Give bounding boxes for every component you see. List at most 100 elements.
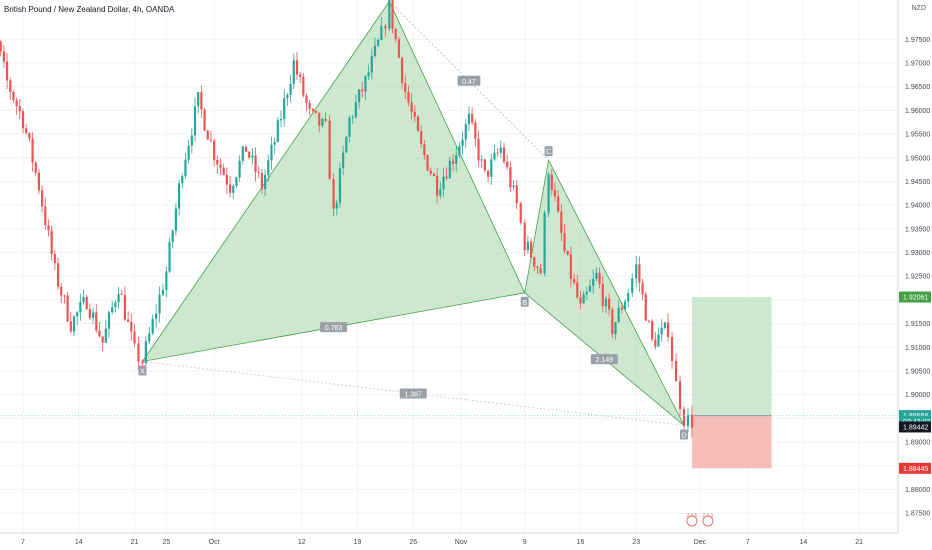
candle-body	[614, 322, 617, 335]
price-tick-label: 1.91500	[905, 321, 930, 328]
candle-body	[682, 409, 686, 427]
time-tick-label: 21	[131, 539, 139, 546]
candle-body	[357, 89, 361, 103]
candle-body	[631, 278, 634, 293]
candle-body	[187, 145, 190, 160]
candle-body	[467, 113, 471, 125]
candle-body	[496, 152, 499, 154]
candle-body	[31, 138, 34, 163]
candle-body	[235, 177, 238, 186]
candle-body	[432, 173, 436, 176]
price-tick-label: 1.94500	[905, 179, 930, 186]
candle-body	[225, 174, 228, 185]
candle-body	[536, 266, 539, 269]
ratio-tag	[457, 75, 481, 86]
stop-zone	[691, 415, 772, 469]
candle-body	[490, 159, 493, 177]
candle-body	[241, 146, 244, 161]
candle-body	[515, 185, 518, 204]
candle-body	[123, 294, 127, 320]
candle-body	[351, 117, 354, 118]
candle-body	[451, 160, 455, 164]
candle-body	[133, 331, 136, 344]
price-label: 1.88445	[903, 466, 928, 473]
candle-body	[582, 294, 585, 304]
price-axis-bg	[898, 0, 932, 550]
candle-body	[338, 168, 342, 203]
candle-body	[623, 301, 627, 310]
time-tick-label: 7	[746, 539, 750, 546]
candle-body	[477, 138, 480, 161]
candle-body	[219, 164, 222, 168]
price-label-tag	[899, 421, 931, 433]
candle-body	[5, 61, 9, 81]
candle-body	[37, 172, 41, 191]
candle-body	[50, 230, 53, 255]
candle-body	[171, 230, 174, 243]
currency-label: NZD	[911, 5, 926, 12]
candle-body	[533, 257, 536, 267]
candle-body	[155, 313, 158, 319]
candle-body	[539, 268, 542, 274]
candle-body	[588, 285, 592, 292]
candle-body	[354, 102, 357, 118]
candle-body	[193, 106, 197, 136]
candle-body	[426, 155, 429, 171]
candle-body	[267, 160, 270, 175]
candle-body	[364, 76, 367, 92]
ratio-label: 1.387	[404, 391, 422, 398]
candle-body	[69, 321, 72, 332]
candle-body	[53, 254, 56, 264]
candle-body	[251, 155, 254, 158]
candle-body	[216, 159, 219, 165]
pattern-point-tag	[520, 296, 529, 307]
candle-body	[197, 92, 200, 107]
candle-body	[318, 112, 321, 126]
event-icon	[702, 515, 714, 527]
candle-body	[493, 152, 496, 160]
candle-body	[638, 264, 641, 283]
event-label: 2 4 5	[686, 513, 697, 519]
candle-body	[244, 146, 248, 152]
candle-body	[342, 152, 345, 169]
candle-body	[41, 190, 44, 207]
candle-body	[283, 98, 286, 120]
ratio-tag	[590, 354, 618, 365]
candle-body	[627, 292, 630, 302]
candle-body	[519, 203, 522, 223]
candle-body	[526, 241, 529, 251]
ratio-label: 0.47	[462, 79, 476, 86]
candle-body	[79, 302, 82, 313]
candle-body	[248, 151, 251, 158]
price-label-tag	[899, 415, 931, 427]
candle-body	[60, 286, 63, 296]
candle-body	[203, 109, 206, 131]
price-tick-label: 1.90000	[905, 392, 930, 399]
candle-body	[604, 298, 608, 307]
candle-body	[670, 337, 674, 361]
price-tick-label: 1.97000	[905, 61, 930, 68]
candle-body	[686, 414, 690, 427]
candle-body	[168, 242, 171, 272]
candle-body	[388, 0, 391, 29]
price-label-tag	[899, 462, 931, 474]
candle-body	[611, 309, 614, 335]
candle-body	[200, 92, 203, 110]
candle-body	[21, 111, 25, 129]
candle-body	[641, 282, 644, 295]
time-tick-label: Oct	[209, 539, 220, 546]
candle-body	[76, 312, 79, 317]
candle-body	[445, 176, 448, 179]
candle-body	[273, 141, 276, 145]
candle-body	[321, 118, 324, 126]
candle-body	[560, 211, 563, 234]
candle-body	[370, 56, 373, 73]
event-label: 2 4 1	[702, 513, 713, 519]
candle-body	[404, 83, 407, 93]
candle-body	[165, 271, 168, 291]
price-label-tag	[899, 291, 931, 303]
price-tick-label: 1.95500	[905, 132, 930, 139]
candle-body	[289, 83, 292, 96]
price-tick-label: 1.92500	[905, 274, 930, 281]
